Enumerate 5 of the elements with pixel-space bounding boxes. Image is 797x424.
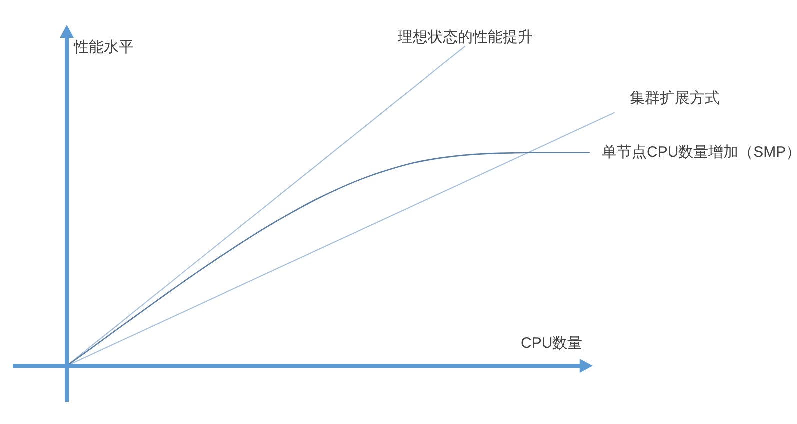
series-label: 理想状态的性能提升: [398, 29, 533, 46]
series-label: 集群扩展方式: [630, 90, 720, 107]
x-axis-title: CPU数量: [521, 335, 583, 352]
y-axis-title: 性能水平: [73, 39, 134, 56]
series-label: 单节点CPU数量增加（SMP）: [602, 144, 797, 161]
